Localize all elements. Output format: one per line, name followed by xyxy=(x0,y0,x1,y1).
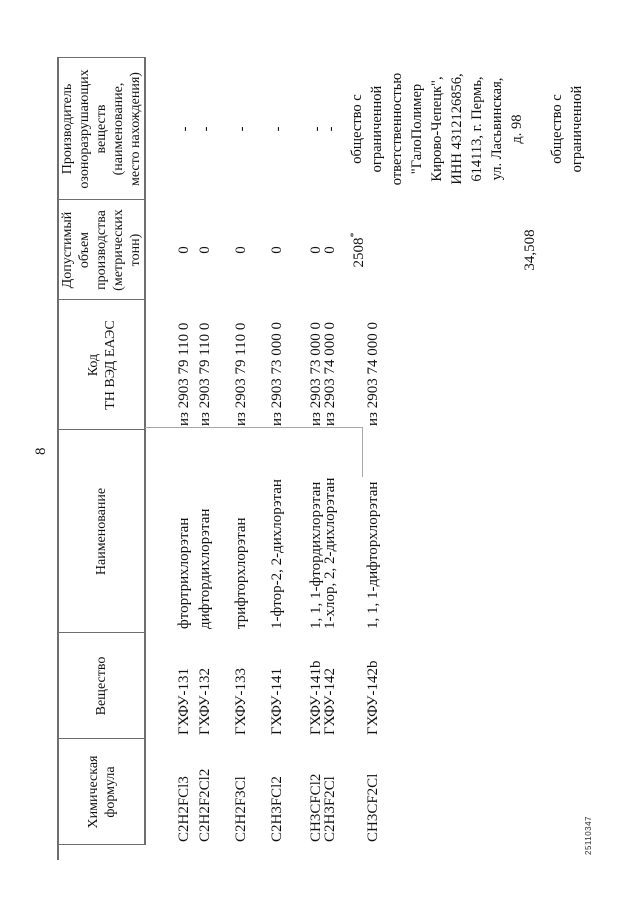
cell-producer: - xyxy=(323,126,339,132)
cell-volume-continuation: 34,508 xyxy=(522,229,538,271)
body-rule xyxy=(145,427,363,428)
cell-code: из 2903 73 000 0 xyxy=(269,322,285,426)
cell-substance: ГХФУ-131 xyxy=(176,667,192,735)
volume-value: 0 xyxy=(269,246,285,254)
doc-id-stamp: 25110347 xyxy=(584,816,593,855)
cell-code: из 2903 74 000 0 xyxy=(365,322,381,426)
cell-volume: 0 xyxy=(175,200,193,300)
cell-substance: ГХФУ-141 xyxy=(269,667,285,735)
cell-volume: 0 xyxy=(321,200,339,300)
cell-volume: 0 xyxy=(232,200,250,300)
cell-substance: ГХФУ-133 xyxy=(233,667,249,735)
cell-name: 1, 1, 1-дифторхлорэтан xyxy=(365,481,381,629)
cell-code: из 2903 79 110 0 xyxy=(233,322,249,426)
cell-code: из 2903 79 110 0 xyxy=(197,322,213,426)
cell-volume: 0 xyxy=(268,200,286,300)
cell-name: 1-хлор, 2, 2-дихлорэтан xyxy=(322,477,338,629)
cell-volume: 2508* xyxy=(349,200,368,300)
cell-producer: - xyxy=(234,126,250,132)
volume-value: 0 xyxy=(197,246,213,254)
cell-code: из 2903 74 000 0 xyxy=(322,322,338,426)
cell-formula: CH3CF2Cl xyxy=(365,773,381,842)
volume-footnote-mark: * xyxy=(349,232,360,238)
cell-producer-continuation: общество с ограниченной xyxy=(549,85,585,173)
cell-formula: C2H2FCl3 xyxy=(176,776,192,842)
volume-value: 2508 xyxy=(351,237,367,268)
header-cell-producer: Производитель озоноразрушающих веществ (… xyxy=(60,69,143,189)
header-cell-formula: Химическая формула xyxy=(85,755,118,829)
page-number: 8 xyxy=(33,447,49,456)
cell-code: из 2903 79 110 0 xyxy=(176,322,192,426)
cell-name: фтортрихлорэтан xyxy=(176,517,192,629)
volume-value: 0 xyxy=(176,246,192,254)
cell-substance: ГХФУ-142 xyxy=(322,667,338,735)
cell-substance: ГХФУ-132 xyxy=(197,667,213,735)
cell-name: дифтордихлорэтан xyxy=(197,508,213,629)
cell-substance: ГХФУ-142b xyxy=(365,660,381,735)
cell-volume: 0 xyxy=(196,200,214,300)
header-cell-code: Код ТН ВЭД ЕАЭС xyxy=(85,320,118,410)
cell-producer: - xyxy=(270,126,286,132)
cell-producer: общество с ограниченной ответственностью… xyxy=(349,72,525,186)
cell-producer: - xyxy=(198,126,214,132)
header-cell-substance: Вещество xyxy=(94,656,109,716)
header-cell-volume: Допустимый объем производства (метрическ… xyxy=(60,209,143,291)
cell-name: трифторхлорэтан xyxy=(233,517,249,629)
cell-name: 1-фтор-2, 2-дихлорэтан xyxy=(269,479,285,629)
header-cell-name: Наименование xyxy=(94,487,109,576)
volume-value: 0 xyxy=(233,246,249,254)
volume-value: 0 xyxy=(322,246,338,254)
cell-formula: C2H3FCl2 xyxy=(269,776,285,842)
cell-formula: C2H2F2Cl2 xyxy=(197,768,213,842)
cell-formula: C2H2F3Cl xyxy=(233,776,249,842)
cell-formula: C2H3F2Cl xyxy=(322,776,338,842)
body-rule-tick xyxy=(362,427,363,477)
cell-producer: - xyxy=(177,126,193,132)
